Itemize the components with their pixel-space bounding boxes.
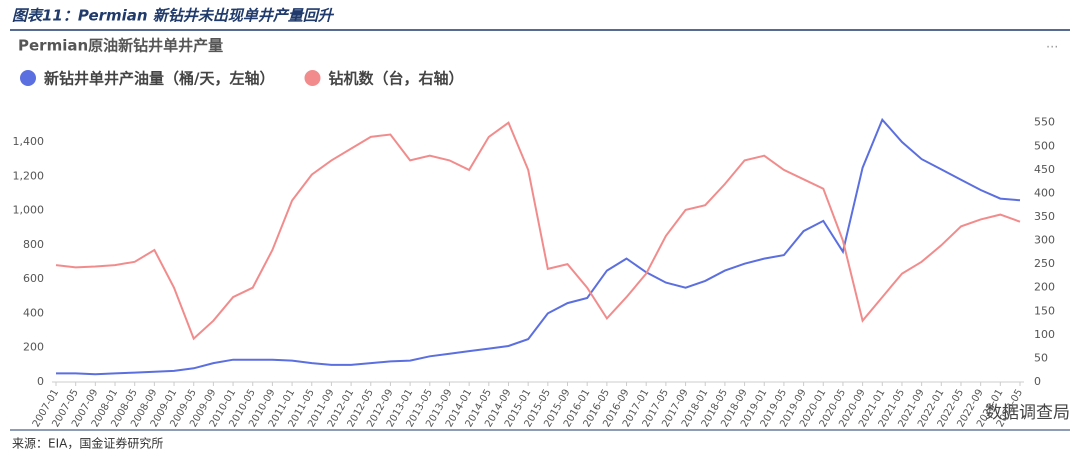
legend-label: 钻机数（台，右轴） bbox=[328, 70, 463, 88]
legend-marker bbox=[304, 70, 321, 86]
source: 来源：EIA，国金证券研究所 bbox=[12, 436, 163, 451]
y2-tick-label: 450 bbox=[1034, 163, 1055, 176]
y2-tick-label: 50 bbox=[1034, 351, 1048, 364]
y-tick-label: 1,000 bbox=[13, 204, 45, 217]
y-tick-label: 800 bbox=[23, 238, 44, 251]
y-tick-label: 200 bbox=[23, 341, 44, 354]
y-tick-label: 600 bbox=[23, 272, 44, 285]
y2-tick-label: 400 bbox=[1034, 186, 1055, 199]
y-tick-label: 400 bbox=[23, 306, 44, 319]
y-tick-label: 1,200 bbox=[13, 169, 45, 182]
y2-tick-label: 150 bbox=[1034, 304, 1055, 317]
y2-tick-label: 250 bbox=[1034, 257, 1055, 270]
series-line bbox=[55, 121, 1021, 341]
y2-tick-label: 550 bbox=[1034, 116, 1055, 129]
legend-label: 新钻井单井产油量（桶/天，左轴） bbox=[44, 70, 274, 88]
y-tick-label: 1,400 bbox=[13, 135, 45, 148]
series-line bbox=[56, 117, 1021, 376]
y2-tick-label: 500 bbox=[1034, 139, 1055, 152]
y2-tick-label: 0 bbox=[1034, 375, 1041, 388]
badge: 数据调查局 bbox=[985, 403, 1070, 423]
chart-title: Permian原油新钻井单井产量 bbox=[18, 37, 223, 55]
y2-tick-label: 300 bbox=[1034, 234, 1055, 247]
y2-tick-label: 100 bbox=[1034, 328, 1055, 341]
menu[interactable]: ... bbox=[1046, 37, 1058, 52]
y-tick-label: 0 bbox=[37, 375, 44, 388]
legend-marker bbox=[20, 70, 36, 86]
y2-tick-label: 350 bbox=[1034, 210, 1055, 223]
figure-title: 图表11：Permian 新钻井未出现单井产量回升 bbox=[12, 7, 335, 25]
y2-tick-label: 200 bbox=[1034, 281, 1055, 294]
